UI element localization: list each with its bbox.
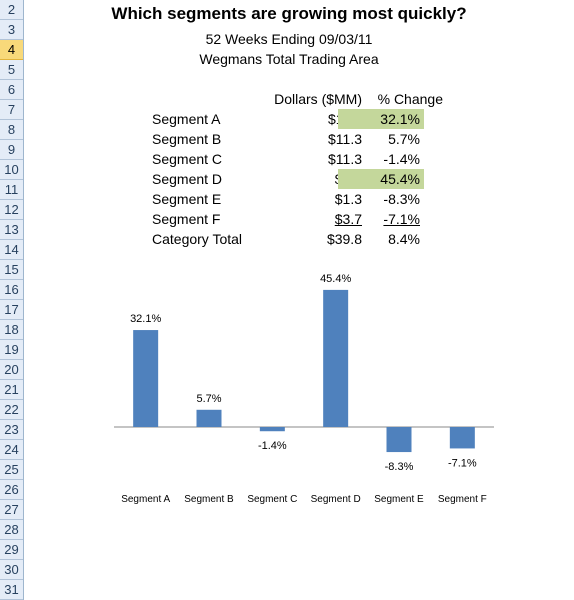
row-header[interactable]: 16 [0,280,23,300]
bar [196,409,222,427]
row-header[interactable]: 27 [0,500,23,520]
row-label: Segment E [152,191,222,207]
bar [449,427,475,449]
row-header[interactable]: 8 [0,120,23,140]
data-label: 5.7% [196,393,221,405]
row-header[interactable]: 28 [0,520,23,540]
change-cell: -8.3% [383,191,420,207]
row-header[interactable]: 3 [0,20,23,40]
bar [259,427,285,432]
column-header-change: % Change [377,91,443,107]
row-header[interactable]: 2 [0,0,23,20]
row-header[interactable]: 12 [0,200,23,220]
category-label: Segment C [247,494,297,505]
row-header[interactable]: 19 [0,340,23,360]
change-cell: -1.4% [383,151,420,167]
bar [133,330,159,427]
row-header[interactable]: 22 [0,400,23,420]
row-header[interactable]: 30 [0,560,23,580]
category-label: Segment F [438,494,487,505]
row-label: Segment F [152,211,221,227]
row-header[interactable]: 17 [0,300,23,320]
dollars-cell: $39.8 [326,231,362,247]
row-label: Segment B [152,131,222,147]
row-header[interactable]: 13 [0,220,23,240]
subtitle-period: 52 Weeks Ending 09/03/11 [205,31,373,47]
data-label: -7.1% [448,457,477,469]
page-title: Which segments are growing most quickly? [111,4,467,23]
change-cell: 45.4% [338,169,424,189]
dollars-cell: $11.3 [328,131,362,147]
change-cell: 5.7% [388,131,420,147]
row-label: Category Total [152,231,243,247]
change-cell: -7.1% [338,209,424,229]
row-header[interactable]: 4 [0,40,23,60]
bar [386,427,412,453]
row-header[interactable]: 23 [0,420,23,440]
change-value: -7.1% [383,211,420,227]
row-header[interactable]: 10 [0,160,23,180]
row-header[interactable]: 6 [0,80,23,100]
dollars-value: $3.7 [334,211,362,227]
bar [323,289,349,427]
subtitle-area: Wegmans Total Trading Area [199,51,379,67]
row-header[interactable]: 18 [0,320,23,340]
row-header[interactable]: 7 [0,100,23,120]
worksheet[interactable]: Which segments are growing most quickly?… [24,0,574,600]
change-cell: 32.1% [338,109,424,129]
data-label: 45.4% [320,273,351,285]
row-header[interactable]: 25 [0,460,23,480]
row-header[interactable]: 15 [0,260,23,280]
row-header[interactable]: 9 [0,140,23,160]
category-label: Segment D [311,494,361,505]
row-label: Segment D [152,171,223,187]
category-label: Segment B [184,494,234,505]
row-header[interactable]: 26 [0,480,23,500]
row-header[interactable]: 20 [0,360,23,380]
category-label: Segment E [374,494,424,505]
row-header[interactable]: 14 [0,240,23,260]
row-header[interactable]: 5 [0,60,23,80]
change-cell: 8.4% [388,231,420,247]
dollars-cell: $3.7 [335,211,362,227]
row-header[interactable]: 24 [0,440,23,460]
data-label: 32.1% [130,313,161,325]
data-label: -8.3% [385,461,414,473]
row-header[interactable]: 29 [0,540,23,560]
dollars-cell: $1.3 [334,191,362,207]
category-label: Segment A [121,494,170,505]
column-header-dollars: Dollars ($MM) [274,91,362,107]
dollars-cell: $11.3 [328,151,362,167]
row-label: Segment A [152,111,221,127]
data-label: -1.4% [258,440,287,452]
row-header[interactable]: 11 [0,180,23,200]
row-headers: 2 3 4 5 6 7 8 9 10 11 12 13 14 15 16 17 18 19 20 21 22 23 24 25… [0,0,24,600]
row-header[interactable]: 31 [0,580,23,600]
bar-chart: 32.1% Segment A 5.7% Segment B -1.4% Segment … [114,273,494,505]
row-header[interactable]: 21 [0,380,23,400]
row-label: Segment C [152,151,223,167]
